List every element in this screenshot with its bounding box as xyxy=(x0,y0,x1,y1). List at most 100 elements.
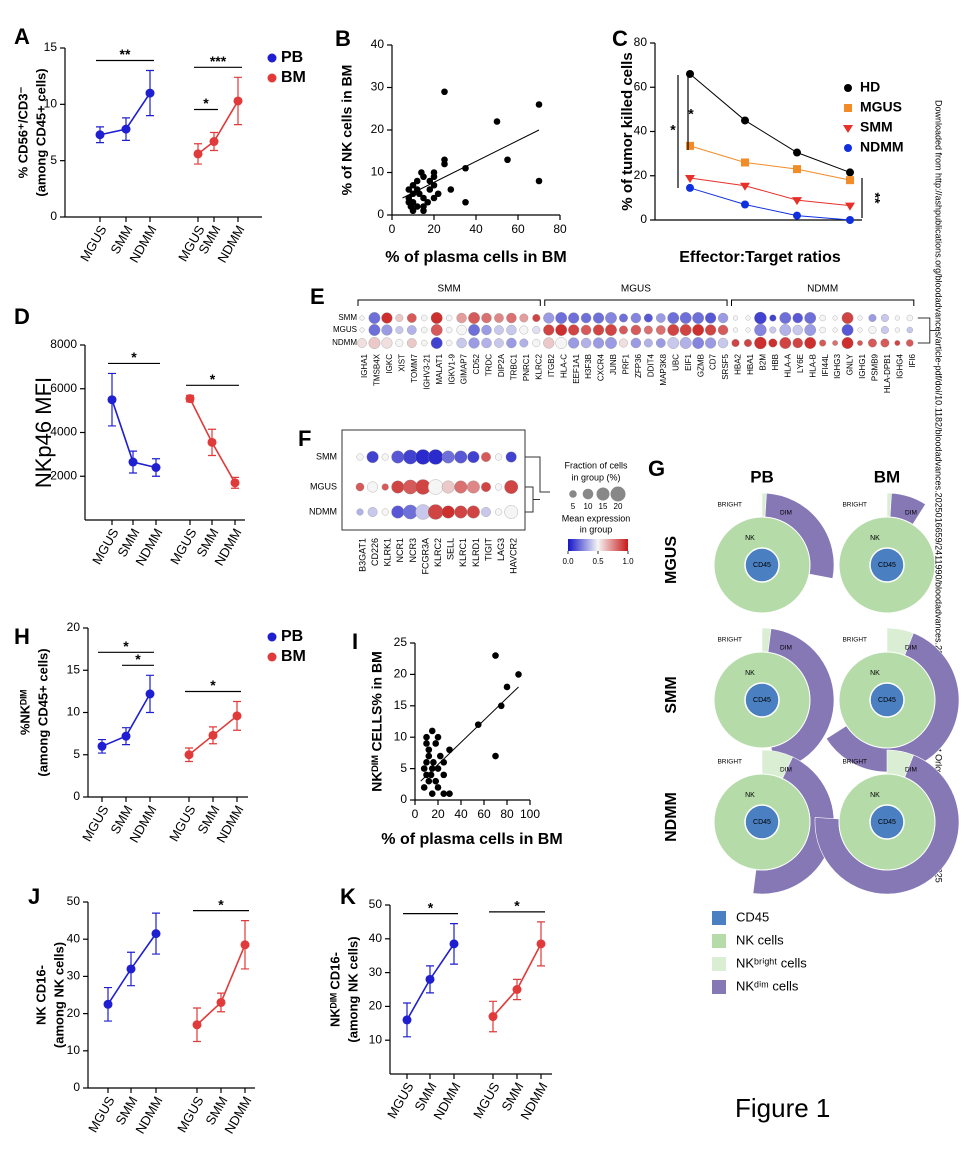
column-label: IGKV1-9 xyxy=(447,353,456,384)
data-point xyxy=(423,733,430,741)
y-tick-label: 40 xyxy=(67,931,81,945)
significance-label: ** xyxy=(867,193,883,204)
y-tick-label: 10 xyxy=(44,97,58,111)
legend-marker xyxy=(844,144,852,152)
legend-label: NKᵈⁱᵐ cells xyxy=(736,978,799,993)
dot xyxy=(705,324,717,336)
legend-title: in group xyxy=(580,524,613,534)
y-tick-label: 15 xyxy=(67,662,81,676)
column-label: CD7 xyxy=(709,353,718,370)
data-point xyxy=(503,683,511,691)
dot xyxy=(430,324,443,336)
dot xyxy=(705,337,717,349)
column-label: BM xyxy=(874,467,900,486)
column-label: XIST xyxy=(397,354,406,372)
data-point xyxy=(434,765,442,772)
ring-label: BRIGHT xyxy=(717,502,742,509)
side-note: Downloaded from http://ashpublications.o… xyxy=(934,100,944,883)
cd45-core xyxy=(869,804,905,840)
column-label: LY6E xyxy=(796,354,805,373)
column-label: TOMM7 xyxy=(410,353,419,382)
ring-label: DIM xyxy=(905,767,917,774)
group-bracket xyxy=(357,299,541,306)
series-line xyxy=(689,177,851,207)
data-point xyxy=(428,727,436,735)
x-tick-label: 20 xyxy=(431,807,445,821)
dot xyxy=(731,339,740,347)
dot xyxy=(643,325,653,335)
dot xyxy=(568,337,580,349)
y-tick-label: 20 xyxy=(369,999,383,1013)
dot xyxy=(679,337,692,349)
size-legend-dot xyxy=(610,486,626,502)
data-point xyxy=(536,939,546,949)
data-point xyxy=(497,702,505,710)
dot xyxy=(733,315,738,321)
size-legend-label: 5 xyxy=(571,502,576,511)
column-label: TIGIT xyxy=(483,538,493,561)
y-tick-label: 20 xyxy=(67,620,81,634)
dot xyxy=(506,324,517,336)
group-bracket xyxy=(731,299,915,306)
y-tick-label: 15 xyxy=(394,698,408,712)
panel-letter: E xyxy=(310,284,325,309)
x-tick-label: 80 xyxy=(500,807,514,821)
panel-letter: K xyxy=(340,884,356,909)
panel-letter: D xyxy=(14,304,30,329)
data-point xyxy=(440,790,448,798)
row-label: MGUS xyxy=(333,325,357,334)
y-tick-label: 0 xyxy=(400,792,407,806)
row-label: NDMM xyxy=(663,792,680,842)
dot xyxy=(667,312,680,324)
significance-label: * xyxy=(514,898,520,914)
column-label: IFI44L xyxy=(821,353,830,376)
marker xyxy=(740,182,750,191)
dot xyxy=(456,337,467,349)
y-axis-label: NKp46 MFI xyxy=(31,377,56,488)
data-point xyxy=(462,198,469,206)
data-point xyxy=(425,746,433,754)
dot xyxy=(356,508,364,516)
data-point xyxy=(420,203,427,210)
dot xyxy=(543,324,555,336)
size-legend-dot xyxy=(569,490,577,498)
trend-line xyxy=(420,686,519,782)
column-label: UBC xyxy=(671,354,680,371)
ring-label: BRIGHT xyxy=(842,759,867,766)
data-point xyxy=(193,149,203,159)
panel-letter: I xyxy=(352,629,358,654)
ring-label: NK xyxy=(745,670,755,677)
dot xyxy=(495,483,503,491)
marker xyxy=(846,176,854,185)
dot xyxy=(494,313,504,323)
dot xyxy=(441,480,455,494)
legend-label: NK cells xyxy=(736,932,784,947)
y-tick-label: 80 xyxy=(634,35,648,49)
data-point xyxy=(425,777,433,785)
dot xyxy=(532,314,541,322)
marker xyxy=(741,200,749,209)
y-tick-label: 25 xyxy=(394,635,408,649)
marker xyxy=(792,197,802,206)
column-label: B2M xyxy=(759,354,768,371)
dot xyxy=(832,340,838,346)
figure-label: Figure 1 xyxy=(735,1093,830,1123)
y-axis-label: NKᴰᴵᴹ CELLS% in BM xyxy=(369,651,385,792)
data-point xyxy=(151,929,161,939)
ring-label: DIM xyxy=(780,645,792,652)
dot xyxy=(894,327,900,333)
data-point xyxy=(440,771,448,779)
dot xyxy=(667,324,680,336)
column-label: HLA-A xyxy=(783,353,792,377)
x-tick-label: 0 xyxy=(412,807,419,821)
significance-label: * xyxy=(123,638,129,654)
column-label: SELL xyxy=(446,538,456,560)
panel-letter: B xyxy=(335,26,351,51)
dot xyxy=(619,313,628,323)
significance-label: * xyxy=(131,349,137,365)
y-tick-label: 40 xyxy=(369,931,383,945)
group-label: SMM xyxy=(437,284,460,295)
x-tick-label: MGUS xyxy=(470,1079,503,1121)
